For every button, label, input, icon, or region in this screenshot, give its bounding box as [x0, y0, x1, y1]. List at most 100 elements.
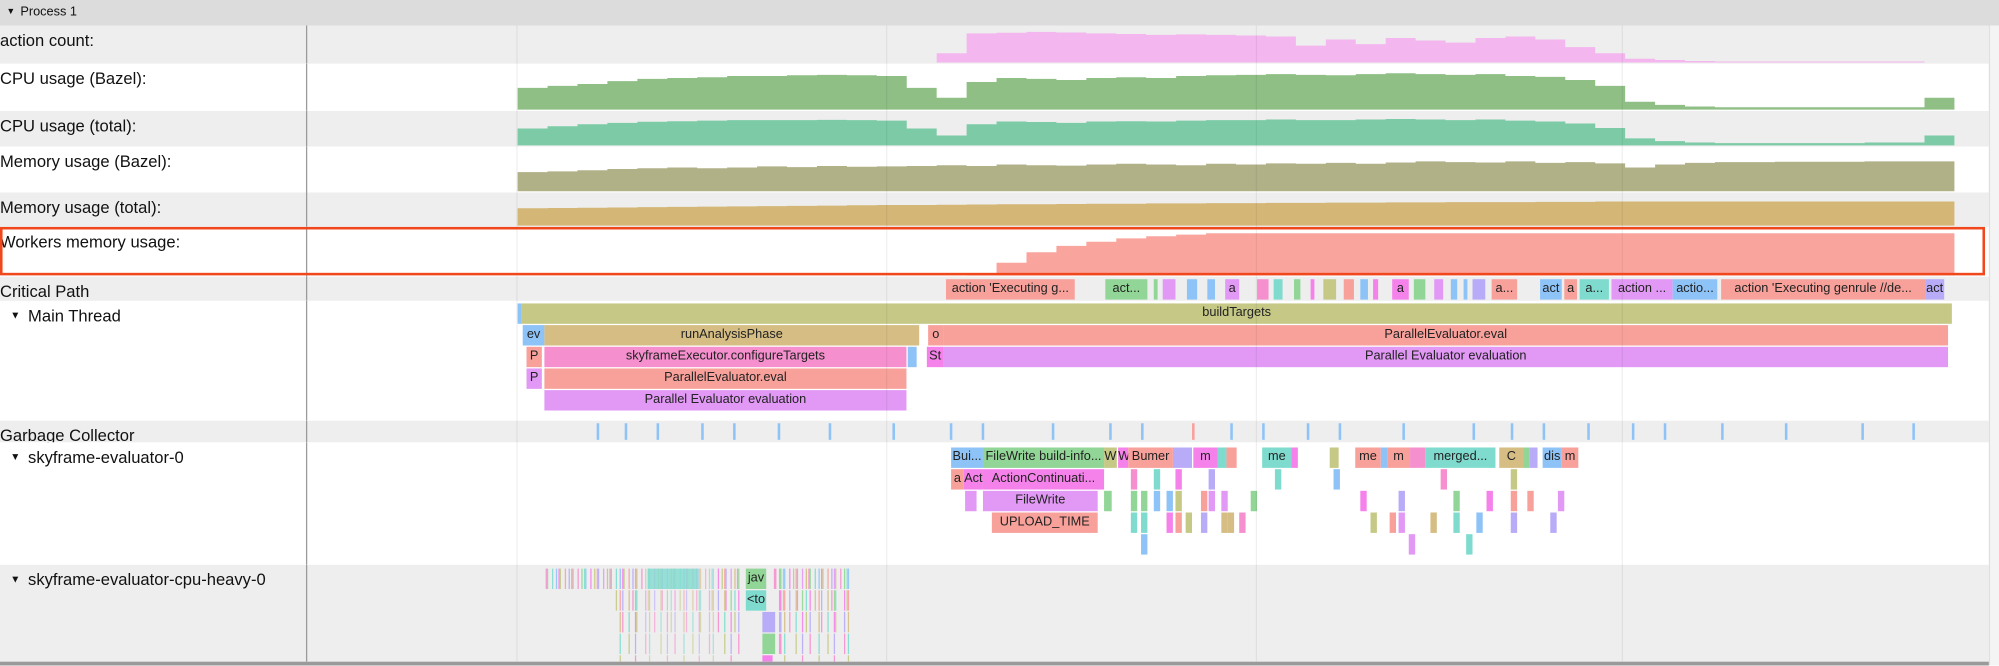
cpu-heavy-slice[interactable] [833, 568, 836, 590]
cpu-heavy-slice[interactable] [634, 655, 637, 662]
evaluator-slice[interactable] [1550, 512, 1557, 533]
cpu-heavy-slice[interactable] [628, 633, 630, 655]
cpu-heavy-slice[interactable] [818, 633, 820, 655]
cpu-heavy-slice[interactable] [833, 655, 836, 662]
critical-path-slice[interactable]: a... [1579, 279, 1609, 300]
evaluator-slice[interactable] [1370, 512, 1377, 533]
critical-path-track[interactable]: Critical Path action 'Executing g... act..… [0, 276, 1989, 301]
gc-event-mark[interactable] [1587, 423, 1590, 440]
cpu-heavy-slice[interactable] [597, 568, 600, 590]
evaluator-slice[interactable]: Act [963, 469, 983, 490]
cpu-heavy-slice[interactable]: jav [745, 568, 767, 590]
critical-path-slice[interactable] [1257, 279, 1269, 300]
evaluator-slice[interactable] [1226, 447, 1237, 468]
triangle-down-icon[interactable]: ▼ [6, 7, 16, 17]
critical-path-slice[interactable] [1413, 279, 1426, 300]
cpu-heavy-slice[interactable] [594, 568, 596, 590]
evaluator-slice[interactable] [1208, 490, 1215, 512]
cpu-heavy-slice[interactable] [674, 590, 676, 611]
evaluator-slice[interactable]: FileWrite build-info... [982, 447, 1105, 468]
evaluator-slice[interactable]: m [1193, 447, 1218, 468]
main-thread-slice[interactable]: ParallelEvaluator.eval [943, 325, 1949, 346]
critical-path-slice[interactable] [1294, 279, 1301, 300]
cpu-heavy-slice[interactable] [705, 568, 707, 590]
evaluator-slice[interactable]: me [1262, 447, 1292, 468]
cpu-heavy-slice[interactable] [647, 590, 649, 611]
cpu-heavy-slice[interactable] [833, 633, 836, 655]
critical-path-slice[interactable] [1207, 279, 1215, 300]
gc-event-mark[interactable] [949, 423, 953, 440]
cpu-heavy-slice[interactable] [712, 590, 714, 611]
cpu-heavy-slice[interactable] [609, 568, 611, 590]
gc-event-mark[interactable] [733, 423, 736, 440]
cpu-heavy-slice[interactable] [708, 611, 711, 633]
evaluator-slice[interactable] [1239, 512, 1246, 533]
cpu-heavy-slice[interactable] [572, 568, 574, 590]
cpu-heavy-slice[interactable] [833, 590, 836, 611]
cpu-heavy-slice[interactable] [762, 633, 776, 655]
cpu-heavy-slice[interactable] [805, 590, 808, 611]
evaluator-slice[interactable] [1153, 490, 1161, 512]
cpu-heavy-slice[interactable] [610, 568, 612, 590]
main-thread-slice[interactable] [907, 346, 917, 368]
cpu-heavy-slice[interactable] [619, 633, 621, 655]
cpu-heavy-slice[interactable] [712, 568, 714, 590]
evaluator-slice[interactable] [1408, 534, 1416, 555]
cpu-heavy-slice[interactable] [773, 568, 777, 590]
counter-track-1-area[interactable] [309, 64, 1989, 111]
cpu-heavy-slice[interactable] [847, 633, 850, 655]
evaluator-slice[interactable] [1510, 490, 1518, 512]
evaluator-slice[interactable]: ActionContinuati... [982, 469, 1105, 490]
critical-path-slice[interactable] [1153, 279, 1158, 300]
evaluator-slice[interactable]: C [1499, 447, 1524, 468]
evaluator-slice[interactable]: dis [1542, 447, 1562, 468]
cpu-heavy-slice[interactable] [789, 611, 791, 633]
cpu-heavy-slice[interactable] [809, 633, 811, 655]
cpu-heavy-slice[interactable] [808, 568, 810, 590]
evaluator-slice[interactable]: UPLOAD_TIME [991, 512, 1098, 533]
evaluator-slice[interactable] [1208, 469, 1215, 490]
evaluator-slice[interactable] [965, 490, 977, 512]
critical-path-slice[interactable]: a... [1491, 279, 1518, 300]
gc-event-mark[interactable] [596, 423, 600, 440]
counter-track-1[interactable]: CPU usage (Bazel): [0, 63, 1989, 111]
cpu-heavy-slice[interactable] [698, 590, 700, 611]
cpu-heavy-slice[interactable] [784, 568, 786, 590]
critical-path-slice[interactable] [1162, 279, 1176, 300]
cpu-heavy-slice[interactable] [683, 590, 685, 611]
cpu-heavy-slice[interactable] [632, 590, 634, 611]
cpu-heavy-slice[interactable] [685, 611, 688, 633]
evaluator-slice[interactable] [1466, 534, 1473, 555]
cpu-heavy-slice[interactable] [654, 611, 656, 633]
cpu-heavy-slice[interactable] [712, 655, 714, 662]
cpu-heavy-slice[interactable] [708, 568, 711, 590]
cpu-heavy-slice[interactable] [738, 590, 740, 611]
evaluator-slice[interactable] [1510, 512, 1518, 533]
cpu-heavy-slice[interactable] [648, 611, 651, 633]
evaluator-slice[interactable]: m [1561, 447, 1579, 468]
evaluator-slice[interactable] [1130, 490, 1138, 512]
critical-path-slice[interactable]: action 'Executing g... [945, 279, 1075, 300]
cpu-heavy-slice[interactable] [827, 633, 829, 655]
cpu-heavy-slice[interactable] [801, 611, 804, 633]
cpu-heavy-slice[interactable] [805, 611, 808, 633]
cpu-heavy-slice[interactable] [736, 568, 739, 590]
cpu-heavy-slice[interactable] [674, 633, 676, 655]
cpu-heavy-slice[interactable] [835, 611, 837, 633]
evaluator-slice[interactable] [1221, 490, 1228, 512]
evaluator-slice[interactable] [1104, 490, 1112, 512]
evaluator-slice[interactable] [1329, 447, 1339, 468]
cpu-heavy-slice[interactable] [628, 611, 630, 633]
cpu-heavy-slice[interactable] [634, 568, 637, 590]
evaluator-0-track[interactable]: ▼ skyframe-evaluator-0 Bui... FileWrite bui… [0, 442, 1989, 565]
critical-path-slice[interactable] [1273, 279, 1283, 300]
cpu-heavy-slice[interactable] [568, 568, 570, 590]
cpu-heavy-slice[interactable] [796, 568, 799, 590]
cpu-heavy-slice[interactable] [822, 568, 824, 590]
cpu-heavy-slice[interactable] [821, 611, 823, 633]
cpu-heavy-slice[interactable] [831, 568, 833, 590]
evaluator-slice[interactable] [1486, 490, 1493, 512]
cpu-heavy-slice[interactable] [628, 590, 630, 611]
cpu-heavy-slice[interactable] [784, 590, 786, 611]
evaluator-slice[interactable] [1389, 512, 1397, 533]
